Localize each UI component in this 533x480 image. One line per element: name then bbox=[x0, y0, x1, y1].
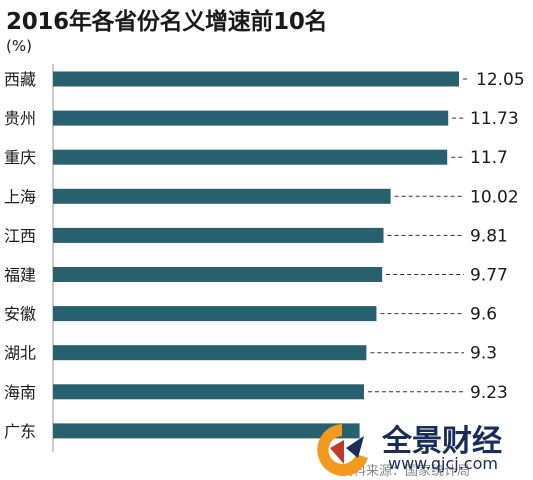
bar bbox=[53, 188, 391, 204]
value-label: 9.81 bbox=[470, 226, 508, 246]
unit-label: (%) bbox=[6, 37, 32, 55]
chart-title: 2016年各省份名义增速前10名 bbox=[6, 9, 328, 35]
value-label: 11.73 bbox=[470, 109, 519, 129]
watermark-url: www.qjcj.com bbox=[388, 454, 498, 473]
category-label: 福建 bbox=[4, 266, 36, 285]
category-label: 海南 bbox=[4, 383, 36, 402]
value-label: 9.6 bbox=[470, 305, 497, 325]
bar bbox=[53, 227, 384, 243]
category-label: 上海 bbox=[4, 187, 36, 206]
bar bbox=[53, 384, 364, 400]
watermark-logo-icon bbox=[317, 424, 368, 476]
value-label: 9.77 bbox=[470, 266, 508, 286]
value-label: 9.3 bbox=[470, 344, 497, 364]
value-label: 11.7 bbox=[470, 148, 508, 168]
category-label: 西藏 bbox=[4, 70, 36, 89]
watermark-brand: 全景财经 bbox=[382, 424, 502, 459]
bar bbox=[53, 149, 448, 165]
category-label: 湖北 bbox=[4, 344, 36, 363]
value-label: 10.02 bbox=[470, 187, 519, 207]
bar bbox=[53, 71, 459, 87]
category-label: 贵州 bbox=[4, 109, 36, 128]
category-label: 重庆 bbox=[4, 148, 36, 167]
category-label: 广东 bbox=[4, 422, 36, 441]
watermark: 全景财经 www.qjcj.com bbox=[308, 414, 530, 478]
bar bbox=[53, 345, 367, 361]
bar bbox=[53, 306, 377, 322]
value-label: 9.23 bbox=[470, 383, 508, 403]
category-label: 安徽 bbox=[4, 305, 36, 324]
bar bbox=[53, 110, 449, 126]
value-label: 12.05 bbox=[476, 70, 525, 90]
category-label: 江西 bbox=[4, 226, 36, 245]
bar bbox=[53, 423, 360, 439]
source-note: 资料来源：国家统计局 bbox=[340, 464, 471, 479]
bar bbox=[53, 267, 383, 282]
